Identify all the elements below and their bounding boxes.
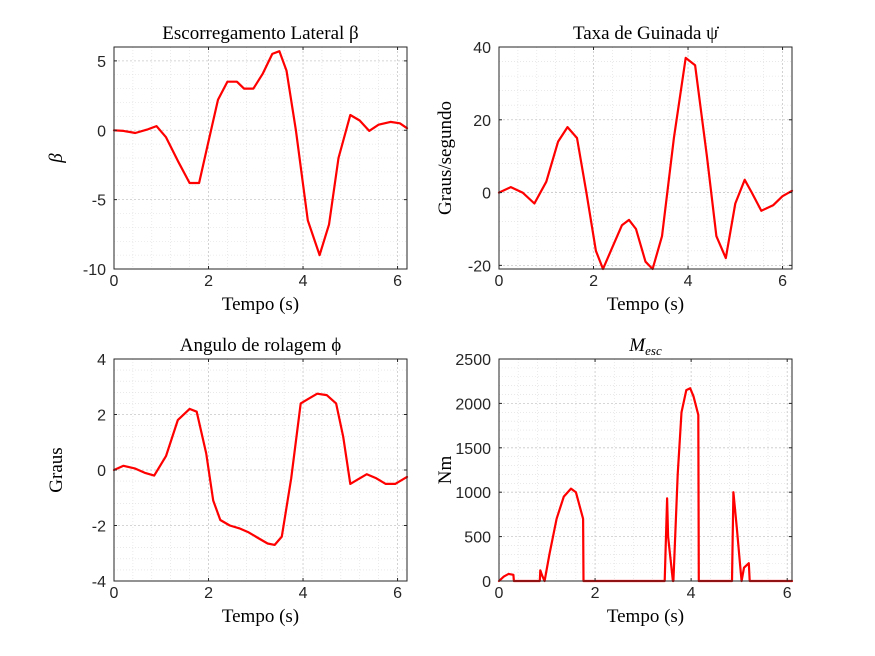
y-tick-label: 5: [97, 54, 106, 71]
data-line-series-0: [112, 50, 409, 257]
y-tick-label: -2: [92, 519, 106, 536]
y-tick-label: 1000: [455, 485, 491, 502]
x-axis-label: Tempo (s): [222, 606, 299, 627]
y-axis-label: Graus/segundo: [435, 101, 456, 215]
x-tick-label: 6: [393, 585, 402, 602]
y-tick-label: -4: [92, 574, 106, 591]
x-tick-label: 2: [589, 273, 598, 290]
subplot-sideslip: 0 2 4 6 -10 -5 0 5 Escorregamento Lateral β Tempo…: [46, 23, 409, 315]
y-tick-label: 40: [473, 40, 491, 57]
x-tick-label: 0: [110, 273, 119, 290]
y-tick-label: -5: [92, 193, 106, 210]
y-tick-label: 4: [97, 352, 106, 369]
x-tick-label: 2: [204, 273, 213, 290]
x-tick-label: 6: [783, 585, 792, 602]
y-tick-label: 1500: [455, 441, 491, 458]
y-tick-label: 2500: [455, 352, 491, 369]
y-axis-label: Graus: [46, 447, 67, 492]
x-tick-label: 2: [591, 585, 600, 602]
subplot-steering-moment: 0 2 4 6 0 500 1000 1500 2000 2500 Mesc Tempo (s) Nm: [435, 335, 794, 627]
y-axis-label: β: [46, 153, 67, 164]
x-tick-label: 0: [110, 585, 119, 602]
y-tick-label: -10: [83, 262, 106, 279]
subplot-roll-angle: 0 2 4 6 -4 -2 0 2 4 Angulo de rolagem ϕ Tempo (s) G…: [46, 335, 409, 627]
axes-box: [498, 358, 793, 582]
x-tick-label: 4: [687, 585, 696, 602]
y-tick-label: 2: [97, 408, 106, 425]
x-axis-label: Tempo (s): [607, 606, 684, 627]
y-tick-label: 20: [473, 113, 491, 130]
y-axis-label: Nm: [435, 456, 456, 485]
subplot-title: Mesc: [628, 335, 662, 358]
axes-box: [113, 46, 408, 270]
x-tick-label: 0: [495, 585, 504, 602]
x-tick-label: 0: [495, 273, 504, 290]
subplot-title: Taxa de Guinada ψ̇: [573, 23, 720, 44]
x-tick-label: 2: [204, 585, 213, 602]
x-tick-label: 4: [299, 585, 308, 602]
y-tick-label: 2000: [455, 396, 491, 413]
subplot-title: Escorregamento Lateral β: [162, 23, 358, 44]
x-axis-label: Tempo (s): [222, 294, 299, 315]
y-tick-label: 0: [97, 463, 106, 480]
data-line-series-0: [497, 387, 794, 583]
subplot-title: Angulo de rolagem ϕ: [180, 335, 341, 356]
y-tick-label: 0: [482, 186, 491, 203]
axes-box: [498, 46, 793, 270]
x-tick-label: 6: [778, 273, 787, 290]
x-tick-label: 4: [299, 273, 308, 290]
y-tick-label: 0: [482, 574, 491, 591]
x-axis-label: Tempo (s): [607, 294, 684, 315]
data-line-series-0: [497, 56, 794, 271]
x-tick-label: 4: [684, 273, 693, 290]
y-tick-label: 500: [464, 530, 491, 547]
x-tick-label: 6: [393, 273, 402, 290]
data-line-series-0: [112, 392, 409, 547]
y-tick-label: -20: [468, 258, 491, 275]
y-tick-label: 0: [97, 123, 106, 140]
